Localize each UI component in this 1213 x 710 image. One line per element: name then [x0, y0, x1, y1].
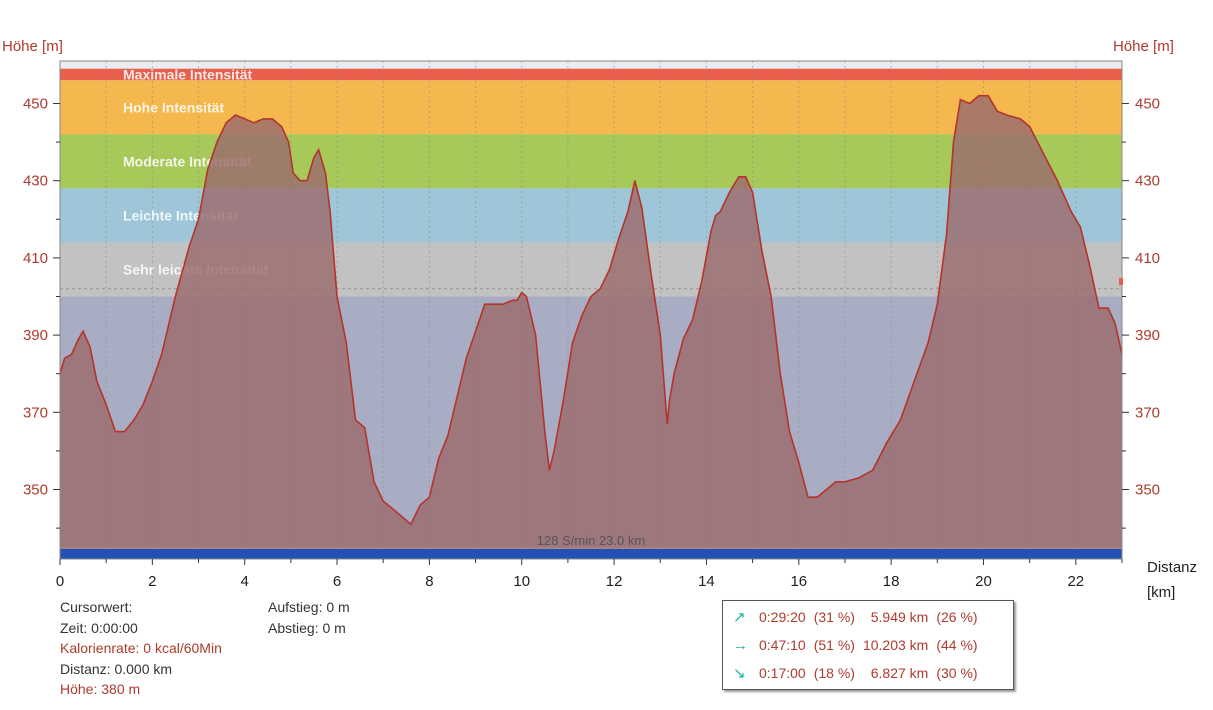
summary-row-downhill: ↘ 0:17:00 (18 %) 6.827 km (30 %): [729, 659, 982, 687]
y-axis-title-left: Höhe [m]: [2, 38, 63, 55]
x-tick-label: 12: [606, 573, 623, 590]
x-tick-label: 18: [883, 573, 900, 590]
flat-time: 0:47:10: [759, 637, 806, 653]
downhill-distance-pct: (30 %): [936, 665, 978, 681]
cursor-label: Cursorwert:: [60, 599, 133, 615]
x-tick-label: 0: [56, 573, 64, 590]
uphill-distance-pct: (26 %): [936, 609, 978, 625]
downhill-time-pct: (18 %): [813, 665, 855, 681]
cursor-time: Zeit: 0:00:00: [60, 619, 138, 636]
summary-row-uphill: ↗ 0:29:20 (31 %) 5.949 km (26 %): [729, 603, 982, 631]
x-tick-label: 6: [333, 573, 341, 590]
ascent-value: Aufstieg: 0 m: [268, 599, 350, 615]
y-tick-label-left: 350: [23, 482, 48, 499]
x-tick-label: 14: [698, 573, 715, 590]
slope-summary-table: ↗ 0:29:20 (31 %) 5.949 km (26 %) → 0:47:…: [729, 603, 982, 687]
x-tick-label: 16: [790, 573, 807, 590]
y-tick-label-left: 370: [23, 404, 48, 421]
flat-distance: 10.203 km: [862, 637, 929, 653]
x-tick-label: 8: [425, 573, 433, 590]
downhill-distance: 6.827 km: [870, 665, 929, 681]
uphill-arrow-icon: ↗: [733, 609, 746, 626]
y-tick-label-right: 370: [1135, 404, 1160, 421]
y-tick-label-right: 410: [1135, 250, 1160, 267]
y-tick-label-right: 350: [1135, 482, 1160, 499]
y-tick-label-left: 430: [23, 173, 48, 190]
x-tick-label: 10: [513, 573, 530, 590]
cursor-info-panel: Cursorwert: Zeit: 0:00:00 Kalorienrate: …: [60, 597, 222, 700]
flat-distance-pct: (44 %): [936, 637, 978, 653]
y-tick-label-left: 390: [23, 327, 48, 344]
x-tick-label: 20: [975, 573, 992, 590]
x-tick-label: 2: [148, 573, 156, 590]
elevation-line: [59, 94, 1123, 526]
flat-arrow-icon: →: [733, 636, 748, 654]
intensity-zone-label: Maximale Intensität: [123, 67, 252, 83]
summary-row-flat: → 0:47:10 (51 %) 10.203 km (44 %): [729, 631, 982, 659]
x-tick-label: 4: [241, 573, 249, 590]
downhill-arrow-icon: ↘: [733, 665, 746, 682]
y-tick-label-left: 450: [23, 95, 48, 112]
y-axis-title-right: Höhe [m]: [1113, 38, 1174, 55]
bottom-caption: 128 S/min 23.0 km: [537, 533, 645, 548]
cursor-distance: Distanz: 0.000 km: [60, 660, 173, 677]
plot-frame: [59, 60, 1123, 560]
cursor-marker: [1119, 278, 1123, 285]
uphill-time-pct: (31 %): [813, 609, 855, 625]
ascent-info-panel: Aufstieg: 0 m Abstieg: 0 m: [268, 597, 350, 638]
slope-summary-box: ↗ 0:29:20 (31 %) 5.949 km (26 %) → 0:47:…: [722, 600, 1014, 690]
intensity-zone-band: [60, 68, 1122, 81]
intensity-zone-label: Hohe Intensität: [123, 99, 224, 115]
flat-time-pct: (51 %): [813, 637, 855, 653]
y-tick-label-right: 430: [1135, 173, 1160, 190]
elevation-area: [60, 95, 1122, 559]
y-tick-label-right: 390: [1135, 327, 1160, 344]
uphill-time: 0:29:20: [759, 609, 806, 625]
cursor-height: Höhe: 380 m: [60, 681, 141, 697]
downhill-time: 0:17:00: [759, 665, 806, 681]
y-tick-label-left: 410: [23, 250, 48, 267]
uphill-distance: 5.949 km: [870, 609, 929, 625]
y-tick-label-right: 450: [1135, 95, 1160, 112]
descent-value: Abstieg: 0 m: [268, 619, 346, 636]
cursor-calorie-rate: Kalorienrate: 0 kcal/60Min: [60, 640, 222, 656]
x-tick-label: 22: [1067, 573, 1084, 590]
x-axis-unit: [km]: [1147, 584, 1175, 600]
bottom-bar: [60, 549, 1122, 559]
x-axis-title: Distanz: [1147, 559, 1197, 576]
